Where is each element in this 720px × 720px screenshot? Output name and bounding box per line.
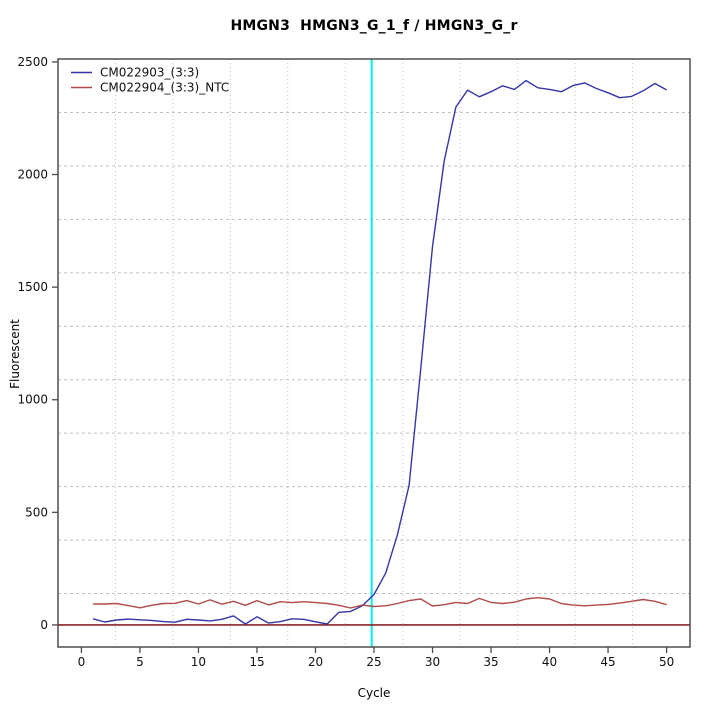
legend-label: CM022904_(3:3)_NTC	[100, 81, 229, 95]
y-tick-label: 2000	[17, 168, 48, 182]
x-tick-label: 35	[483, 655, 498, 669]
x-axis-label: Cycle	[357, 686, 391, 700]
y-tick-label: 2500	[17, 55, 48, 69]
x-tick-label: 50	[659, 655, 674, 669]
curve-sample	[92, 79, 667, 625]
x-tick-label: 20	[308, 655, 323, 669]
x-tick-label: 15	[249, 655, 264, 669]
x-tick-label: 40	[542, 655, 557, 669]
x-tick-label: 5	[136, 655, 144, 669]
y-tick-label: 500	[25, 505, 48, 519]
plot-border	[57, 58, 691, 648]
x-tick-label: 45	[600, 655, 615, 669]
curve-ntc	[93, 597, 667, 609]
y-tick-label: 1500	[17, 280, 48, 294]
x-tick-label: 30	[425, 655, 440, 669]
x-tick-label: 10	[191, 655, 206, 669]
x-tick-label: 0	[78, 655, 86, 669]
y-tick-label: 1000	[17, 393, 48, 407]
legend-label: CM022903_(3:3)	[100, 66, 199, 80]
plot-title: HMGN3 HMGN3_G_1_f / HMGN3_G_r	[230, 18, 518, 34]
y-tick-label: 0	[40, 618, 48, 632]
x-tick-label: 25	[366, 655, 381, 669]
